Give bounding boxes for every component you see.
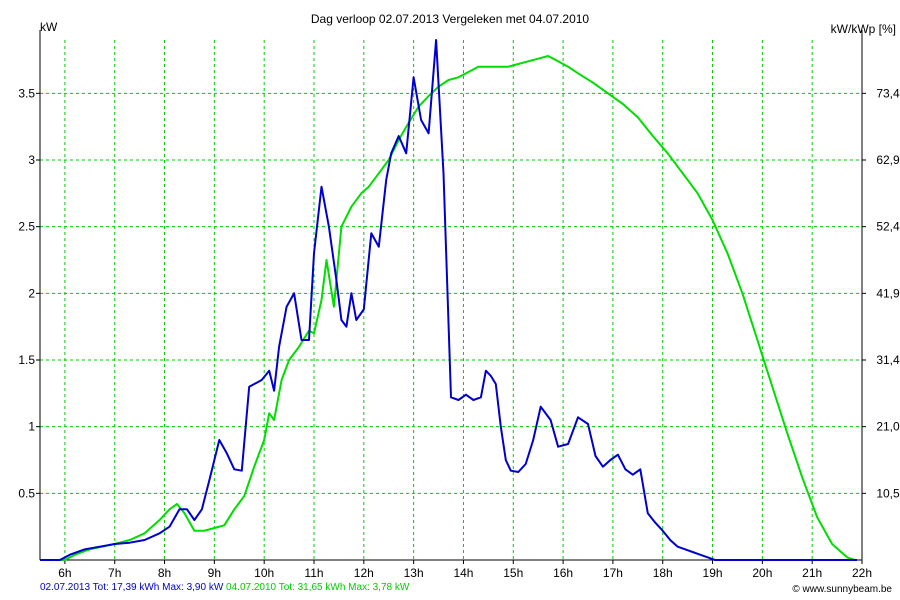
y2-tick-label: 41,9	[876, 286, 900, 300]
x-tick-label: 10h	[254, 566, 274, 580]
y-tick-label: 0.5	[18, 486, 35, 500]
series-layer	[40, 39, 857, 561]
y2-tick-label: 21,0	[876, 420, 900, 434]
x-tick-label: 17h	[603, 566, 623, 580]
footer-legend: 02.07.2013 Tot: 17,39 kWh Max: 3,90 kW 0…	[40, 582, 409, 593]
x-tick-label: 21h	[802, 566, 822, 580]
y2-tick-label: 73,4	[876, 86, 900, 100]
y2-tick-label: 52,4	[876, 220, 900, 234]
y2-tick-label: 31,4	[876, 353, 900, 367]
y-tick-label: 1	[28, 420, 35, 434]
y-axis-right-label: kW/kWp [%]	[831, 22, 896, 36]
y2-tick-label: 10,5	[876, 486, 900, 500]
x-tick-label: 18h	[653, 566, 673, 580]
x-tick-label: 19h	[703, 566, 723, 580]
x-tick-label: 13h	[404, 566, 424, 580]
chart-title: Dag verloop 02.07.2013 Vergeleken met 04…	[311, 12, 590, 26]
legend-series-1: 02.07.2013 Tot: 17,39 kWh Max: 3,90 kW	[40, 582, 224, 593]
x-tick-label: 8h	[158, 566, 171, 580]
x-tick-label: 9h	[208, 566, 221, 580]
x-tick-label: 16h	[553, 566, 573, 580]
series-line-1	[40, 39, 857, 561]
x-tick-label: 20h	[752, 566, 772, 580]
x-tick-label: 14h	[453, 566, 473, 580]
x-tick-label: 11h	[304, 566, 323, 580]
y-tick-label: 2	[28, 286, 35, 300]
y-tick-label: 3	[28, 153, 35, 167]
tick-layer: 6h 7h 8h 9h 10h 11h 12h 13h 14h 15h 16h 17h 18h 19h 20…	[18, 86, 900, 580]
y-tick-label: 1.5	[18, 353, 35, 367]
y-axis-left-label: kW	[40, 20, 58, 34]
grid-layer	[40, 40, 862, 560]
y-tick-label: 3.5	[18, 86, 35, 100]
y-tick-label: 2.5	[18, 220, 35, 234]
credit-text: © www.sunnybeam.be	[792, 584, 892, 595]
x-tick-label: 12h	[354, 566, 374, 580]
x-tick-label: 15h	[503, 566, 523, 580]
x-tick-label: 6h	[58, 566, 71, 580]
x-tick-label: 22h	[852, 566, 872, 580]
x-tick-label: 7h	[108, 566, 121, 580]
axis-layer	[36, 30, 866, 564]
legend-series-2: 04.07.2010 Tot: 31,65 kWh Max: 3,78 kW	[226, 582, 410, 593]
y2-tick-label: 62,9	[876, 153, 900, 167]
